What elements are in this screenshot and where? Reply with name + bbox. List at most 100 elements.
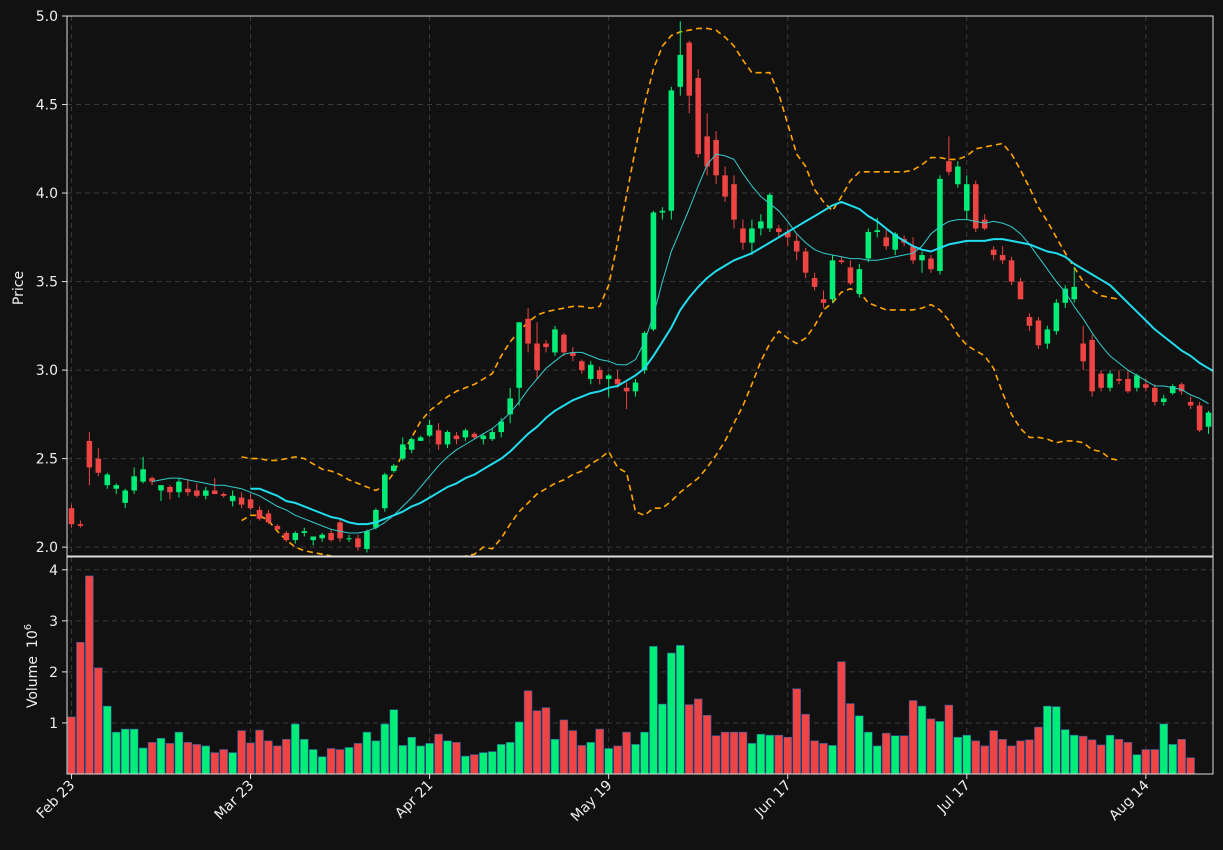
volume-bar xyxy=(1133,755,1141,774)
volume-bar xyxy=(381,724,389,774)
volume-bar xyxy=(560,720,568,774)
candle-body xyxy=(257,510,263,519)
volume-bar xyxy=(685,705,693,774)
candle-body xyxy=(516,322,522,388)
candle-body xyxy=(678,55,684,87)
candle-body xyxy=(427,425,433,436)
candle-body xyxy=(203,490,209,495)
volume-bar xyxy=(1008,746,1016,774)
volume-bar xyxy=(211,753,219,774)
volume-bar xyxy=(972,741,980,774)
candle-body xyxy=(552,329,558,352)
candle-body xyxy=(1071,287,1077,299)
volume-bar xyxy=(453,742,461,774)
volume-bar xyxy=(829,745,837,774)
candle-body xyxy=(695,78,701,154)
volume-bar xyxy=(918,706,926,774)
candle-body xyxy=(1188,402,1194,406)
volume-bar xyxy=(981,746,989,774)
candle-body xyxy=(964,184,970,211)
candle xyxy=(1089,335,1095,397)
volume-axis-label: Volume106 xyxy=(23,624,41,708)
price-tick-label: 2.5 xyxy=(36,452,58,468)
candle-body xyxy=(176,482,182,493)
volume-bar xyxy=(542,708,550,774)
candle xyxy=(1054,299,1060,334)
candle-body xyxy=(382,475,388,509)
volume-bar xyxy=(94,668,102,774)
candle-body xyxy=(266,514,272,523)
candle-body xyxy=(955,166,961,184)
volume-bar xyxy=(954,737,962,774)
candle-body xyxy=(463,430,469,437)
volume-bar xyxy=(112,732,120,774)
candle-body xyxy=(1080,344,1086,362)
volume-axis-label-exponent: 6 xyxy=(23,624,34,630)
volume-bar xyxy=(811,741,819,774)
candle-body xyxy=(749,228,755,242)
volume-bar xyxy=(184,742,192,774)
volume-bar xyxy=(676,645,684,774)
volume-bar xyxy=(408,737,416,774)
volume-bar xyxy=(1052,707,1060,774)
volume-bar xyxy=(372,741,380,774)
candle-body xyxy=(319,535,325,539)
volume-bar xyxy=(641,732,649,774)
price-tick-label: 3.5 xyxy=(36,275,58,291)
volume-bar xyxy=(121,729,129,774)
volume-bar xyxy=(1017,741,1025,774)
candle-body xyxy=(293,533,299,540)
candle-body xyxy=(776,228,782,232)
volume-bar xyxy=(68,717,76,774)
volume-bar xyxy=(363,732,371,774)
volume-bar xyxy=(1061,730,1069,774)
volume-bar xyxy=(999,739,1007,774)
volume-bar xyxy=(130,729,138,774)
volume-bar xyxy=(291,724,299,774)
candle-body xyxy=(239,498,245,505)
volume-bar xyxy=(873,746,881,774)
volume-bar xyxy=(506,742,514,774)
candle xyxy=(382,473,388,512)
candle-body xyxy=(946,161,952,172)
candle xyxy=(1009,257,1015,285)
volume-bar xyxy=(1187,758,1195,774)
candle-body xyxy=(1161,398,1167,402)
candle-body xyxy=(400,444,406,458)
volume-bar xyxy=(963,735,971,774)
candle-body xyxy=(275,526,281,530)
candle xyxy=(651,211,657,331)
candle-body xyxy=(489,432,495,439)
volume-bar xyxy=(864,732,872,774)
volume-bar xyxy=(354,743,362,774)
volume-bar xyxy=(103,706,111,774)
candle-body xyxy=(1000,255,1006,260)
candle-body xyxy=(373,510,379,528)
volume-bar xyxy=(345,747,353,774)
candle-body xyxy=(248,499,254,508)
candle-body xyxy=(731,184,737,219)
volume-bar xyxy=(300,739,308,774)
candle-body xyxy=(1197,406,1203,431)
volume-bar xyxy=(838,662,846,774)
candle-body xyxy=(740,228,746,242)
volume-bar xyxy=(1026,740,1034,774)
volume-bar xyxy=(945,705,953,774)
candle-body xyxy=(346,538,352,539)
volume-bar xyxy=(479,753,487,774)
candle-body xyxy=(87,441,93,468)
candle-body xyxy=(722,175,728,196)
candle-body xyxy=(525,319,531,344)
volume-bar xyxy=(730,732,738,774)
volume-bar xyxy=(76,642,84,774)
candle-body xyxy=(1098,374,1104,388)
volume-bar xyxy=(157,738,165,774)
volume-bar xyxy=(282,739,290,774)
candle-body xyxy=(1045,329,1051,343)
volume-bar xyxy=(793,689,801,774)
candle-body xyxy=(1116,379,1122,381)
volume-bar xyxy=(238,731,246,774)
candle xyxy=(1197,402,1203,432)
